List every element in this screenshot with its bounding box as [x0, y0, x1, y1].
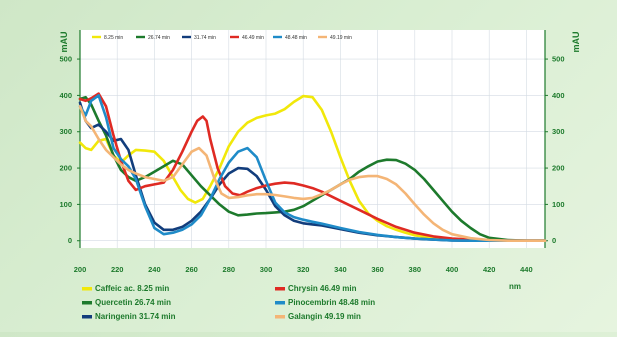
x-tick-label: 260 [185, 265, 198, 274]
y-tick-label-right: 500 [552, 55, 565, 64]
legend-swatch [275, 315, 285, 319]
legend-top-label: 31.74 min [194, 35, 216, 41]
legend-label: Chrysin 46.49 min [288, 284, 357, 293]
plot-background [80, 30, 545, 248]
y-tick-label-left: 300 [59, 127, 72, 136]
series-line-3 [78, 92, 547, 242]
legend-top-label: 49.19 min [330, 35, 352, 41]
series-line-4 [78, 94, 547, 242]
series-line-5 [78, 105, 547, 242]
legend-label: Naringenin 31.74 min [95, 312, 176, 321]
y-tick-label-left: 100 [59, 200, 72, 209]
x-tick-label: 320 [297, 265, 310, 274]
legend-top-label: 8.25 min [104, 35, 123, 41]
y-tick-label-right: 300 [552, 127, 565, 136]
y-tick-label-left: 200 [59, 164, 72, 173]
legend-label: Caffeic ac. 8.25 min [95, 284, 169, 293]
legend-top: 8.25 min 26.74 min 31.74 min 46.49 min 48.48… [92, 35, 352, 41]
y-tick-label-left: 500 [59, 55, 72, 64]
y-tick-label-left: 0 [68, 236, 72, 245]
x-tick-label: 340 [334, 265, 347, 274]
legend-bottom: Caffeic ac. 8.25 min Quercetin 26.74 min N… [82, 284, 375, 321]
y-axis-label-left: mAU [59, 31, 69, 52]
x-tick-label: 400 [446, 265, 459, 274]
legend-top-label: 46.49 min [242, 35, 264, 41]
series-lines [78, 92, 547, 242]
x-tick-label: 240 [148, 265, 161, 274]
tick-labels: 200 220 240 260 280 300 320 340 360 380 400 420 440 0… [59, 55, 564, 274]
legend-swatch [82, 287, 92, 291]
legend-swatch [275, 287, 285, 291]
x-tick-label: 360 [371, 265, 384, 274]
y-tick-label-right: 400 [552, 91, 565, 100]
y-tick-label-right: 100 [552, 200, 565, 209]
y-tick-label-left: 400 [59, 91, 72, 100]
legend-swatch [82, 301, 92, 305]
x-tick-label: 440 [520, 265, 533, 274]
x-tick-label: 420 [483, 265, 496, 274]
legend-label: Galangin 49.19 min [288, 312, 361, 321]
legend-label: Quercetin 26.74 min [95, 298, 171, 307]
legend-label: Pinocembrin 48.48 min [288, 298, 375, 307]
series-line-0 [78, 94, 547, 242]
x-tick-label: 220 [111, 265, 124, 274]
legend-top-label: 26.74 min [148, 35, 170, 41]
x-tick-label: 200 [74, 265, 87, 274]
legend-swatch [275, 301, 285, 305]
legend-top-label: 48.48 min [285, 35, 307, 41]
y-tick-label-right: 200 [552, 164, 565, 173]
legend-swatch [82, 315, 92, 319]
x-tick-label: 280 [223, 265, 236, 274]
y-tick-label-right: 0 [552, 236, 556, 245]
x-axis-label: nm [509, 282, 521, 291]
x-tick-label: 380 [409, 265, 422, 274]
y-axis-label-right: mAU [571, 31, 581, 52]
x-tick-label: 300 [260, 265, 273, 274]
